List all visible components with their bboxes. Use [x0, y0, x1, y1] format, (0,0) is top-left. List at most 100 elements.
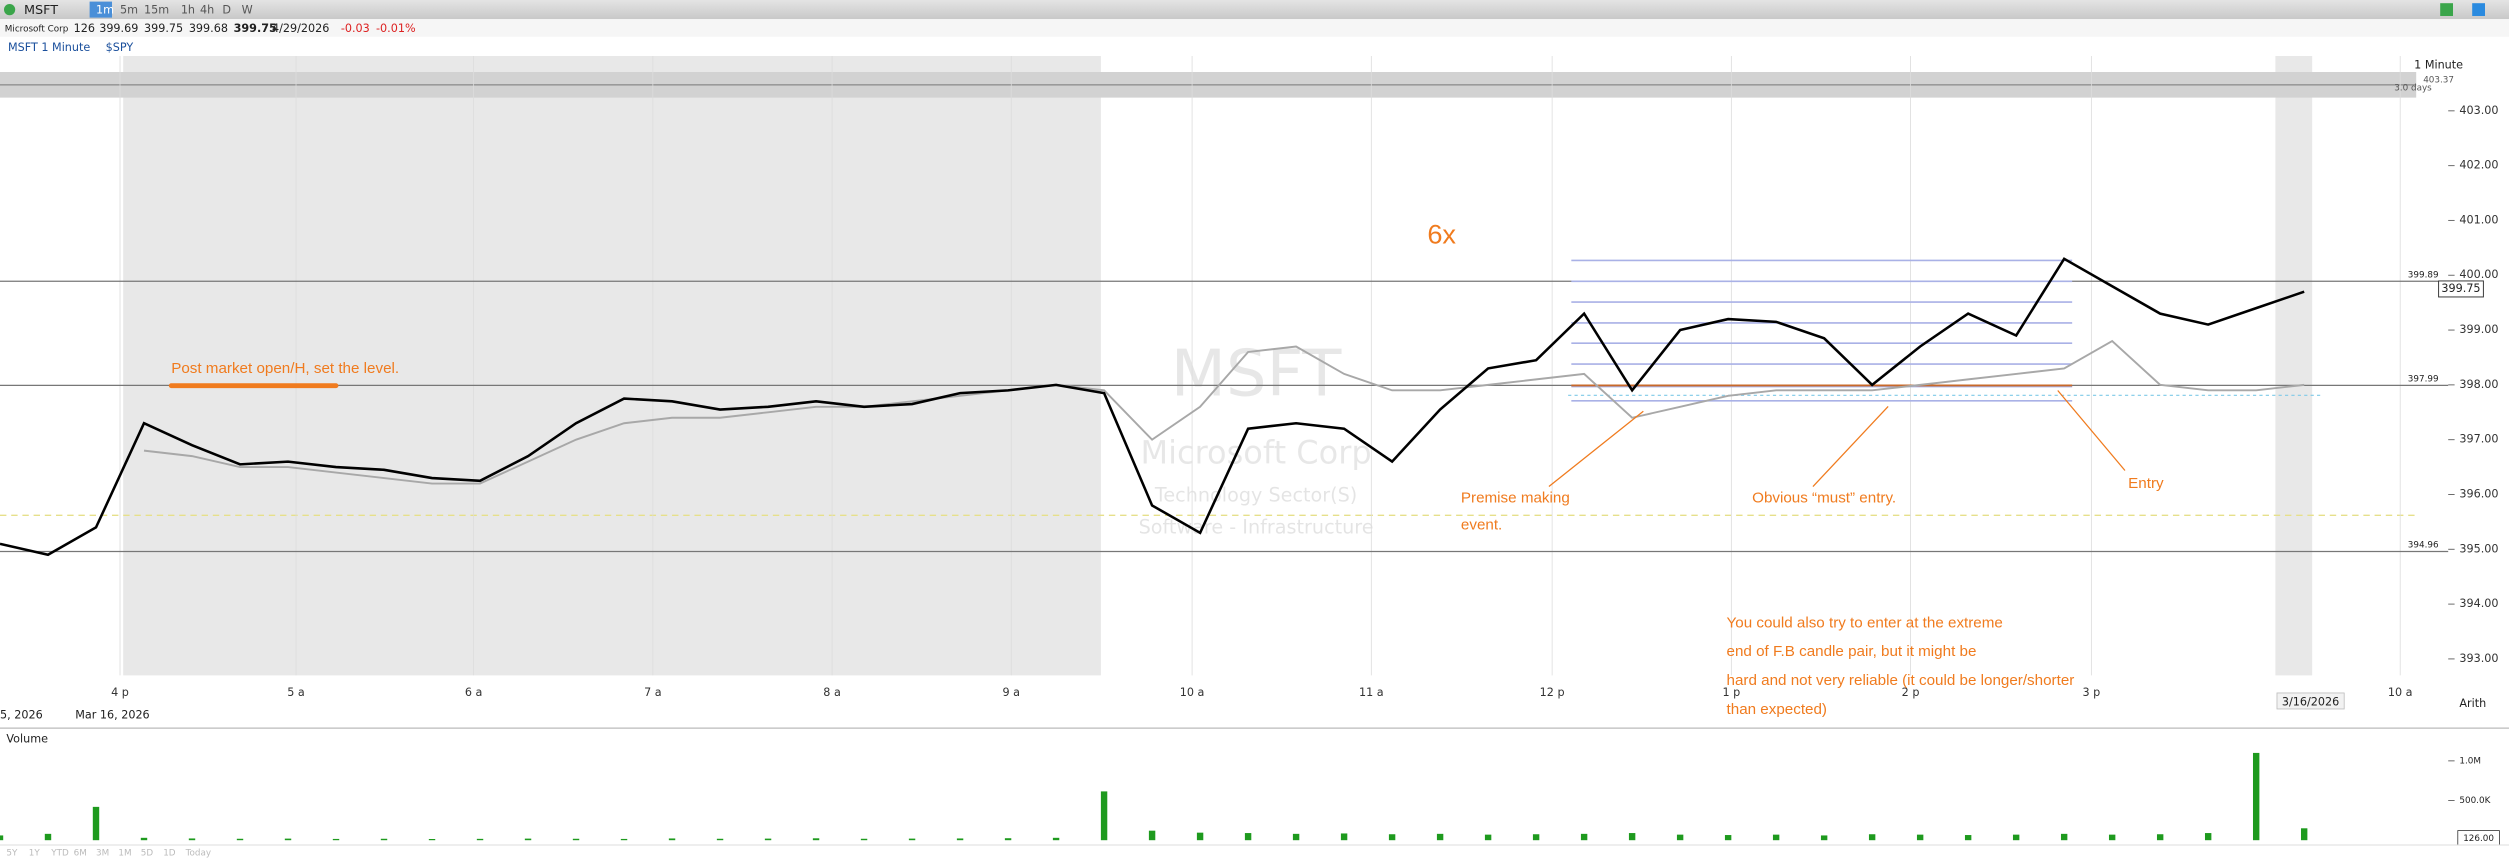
- x-tick-label: 7 a: [644, 686, 662, 699]
- volume-bar: [620, 838, 628, 841]
- volume-bar: [332, 838, 340, 841]
- volume-bar: [1868, 834, 1876, 841]
- volume-bar: [668, 838, 676, 841]
- timeframe-button[interactable]: D: [222, 3, 231, 16]
- y-tick-label: 400.00: [2459, 268, 2498, 281]
- timeframe-button[interactable]: 1m: [96, 3, 114, 16]
- range-button[interactable]: 5D: [141, 848, 154, 858]
- star-icon[interactable]: [2440, 3, 2453, 17]
- volume-title[interactable]: Volume: [6, 732, 48, 745]
- x-tick-label: 8 a: [823, 686, 841, 699]
- span-label: 3.0 days: [2394, 84, 2432, 94]
- x-tick-label: 3 p: [2082, 686, 2100, 699]
- date-label: 5, 2026: [0, 708, 43, 721]
- quote-name: Microsoft Corp: [5, 24, 69, 34]
- volume-bar: [1052, 837, 1060, 841]
- volume-bar: [1148, 830, 1156, 841]
- add-icon[interactable]: [4, 4, 16, 16]
- volume-bar: [92, 806, 100, 841]
- scale-mode[interactable]: Arith: [2459, 697, 2486, 710]
- annotation: You could also try to enter at the extre…: [1727, 614, 2003, 631]
- volume-bar: [2012, 834, 2020, 841]
- volume-bar: [1436, 833, 1444, 841]
- volume-bar: [1100, 791, 1108, 841]
- watermark-sector: Technology Sector(S): [1154, 484, 1357, 507]
- volume-bar: [1292, 833, 1300, 841]
- volume-last: 126.00: [2463, 834, 2494, 844]
- annotation: end of F.B candle pair, but it might be: [1727, 643, 1977, 660]
- x-tick-label: 4 p: [111, 686, 129, 699]
- y-tick-label: 398.00: [2459, 378, 2498, 391]
- range-button[interactable]: 3M: [96, 848, 109, 858]
- volume-bar: [236, 838, 244, 841]
- quote-change-pct: -0.01%: [376, 22, 416, 35]
- x-tick-label: 11 a: [1359, 686, 1384, 699]
- y-tick-label: 401.00: [2459, 213, 2498, 226]
- y-tick-label: 397.00: [2459, 433, 2498, 446]
- volume-bar: [1724, 835, 1732, 841]
- volume-bar: [1388, 834, 1396, 841]
- annotation: Premise making: [1461, 490, 1570, 507]
- quote-change: -0.03: [341, 22, 370, 35]
- volume-bar: [1628, 833, 1636, 841]
- x-tick-label: 10 a: [1180, 686, 1205, 699]
- annotation: Entry: [2128, 475, 2164, 492]
- volume-bar: [1820, 835, 1828, 841]
- quote-bid: 399.69: [99, 22, 138, 35]
- timeframe-button[interactable]: W: [242, 3, 253, 16]
- volume-bar: [956, 838, 964, 841]
- y-tick-label: 394.00: [2459, 597, 2498, 610]
- range-button[interactable]: Today: [185, 848, 211, 858]
- timeframe-button[interactable]: 1h: [181, 3, 195, 16]
- annotation: 6x: [1427, 218, 1456, 249]
- top-value: 403.37: [2423, 76, 2454, 86]
- annotation: event.: [1461, 517, 1502, 534]
- volume-bar: [0, 835, 4, 841]
- volume-bar: [2252, 752, 2260, 841]
- volume-bar: [1244, 833, 1252, 841]
- volume-bar: [572, 838, 580, 841]
- y-tick-label: 1.0M: [2459, 756, 2481, 766]
- rt-icon[interactable]: [2472, 3, 2485, 17]
- volume-bar: [2156, 834, 2164, 841]
- volume-bar: [44, 833, 52, 841]
- volume-bar: [716, 838, 724, 841]
- timeframe-button[interactable]: 15m: [144, 3, 169, 16]
- watermark-symbol: MSFT: [1171, 337, 1343, 411]
- date-label: Mar 16, 2026: [75, 708, 149, 721]
- watermark-industry: Software - Infrastructure: [1139, 516, 1374, 539]
- quote-ask: 399.75: [144, 22, 183, 35]
- level-label: 399.89: [2408, 270, 2439, 280]
- range-button[interactable]: 1M: [118, 848, 131, 858]
- toolbar: [0, 0, 2509, 20]
- annotation-arrow: [1548, 410, 1644, 488]
- volume-bar: [188, 838, 196, 841]
- quote-date: 4/29/2026: [272, 22, 329, 35]
- price-line: [0, 257, 2305, 557]
- chart-title[interactable]: MSFT 1 Minute: [8, 41, 90, 54]
- range-button[interactable]: 5Y: [6, 848, 18, 858]
- timeframe-button[interactable]: 5m: [120, 3, 138, 16]
- y-tick-label: 395.00: [2459, 542, 2498, 555]
- volume-bar: [2108, 834, 2116, 841]
- range-button[interactable]: 1Y: [29, 848, 41, 858]
- cursor-date-box: [2276, 692, 2345, 710]
- y-tick-label: 399.00: [2459, 323, 2498, 336]
- symbol[interactable]: MSFT: [24, 3, 58, 18]
- compare-symbol[interactable]: $SPY: [106, 41, 134, 54]
- quote-low: 399.68: [189, 22, 228, 35]
- timeframe-button[interactable]: 4h: [200, 3, 214, 16]
- range-button[interactable]: 6M: [74, 848, 87, 858]
- volume-bar: [284, 838, 292, 841]
- after-hours-shade: [123, 56, 1101, 676]
- y-tick-label: 393.00: [2459, 652, 2498, 665]
- range-button[interactable]: YTD: [50, 848, 69, 858]
- range-button[interactable]: 1D: [163, 848, 176, 858]
- last-price: 399.75: [2441, 282, 2480, 295]
- volume-bar: [2300, 828, 2308, 841]
- volume-bar: [428, 839, 436, 841]
- cursor-date: 3/16/2026: [2282, 696, 2339, 709]
- price-line: [143, 339, 2305, 485]
- x-tick-label: 10 a: [2388, 686, 2413, 699]
- annotation: hard and not very reliable (it could be …: [1727, 672, 2075, 689]
